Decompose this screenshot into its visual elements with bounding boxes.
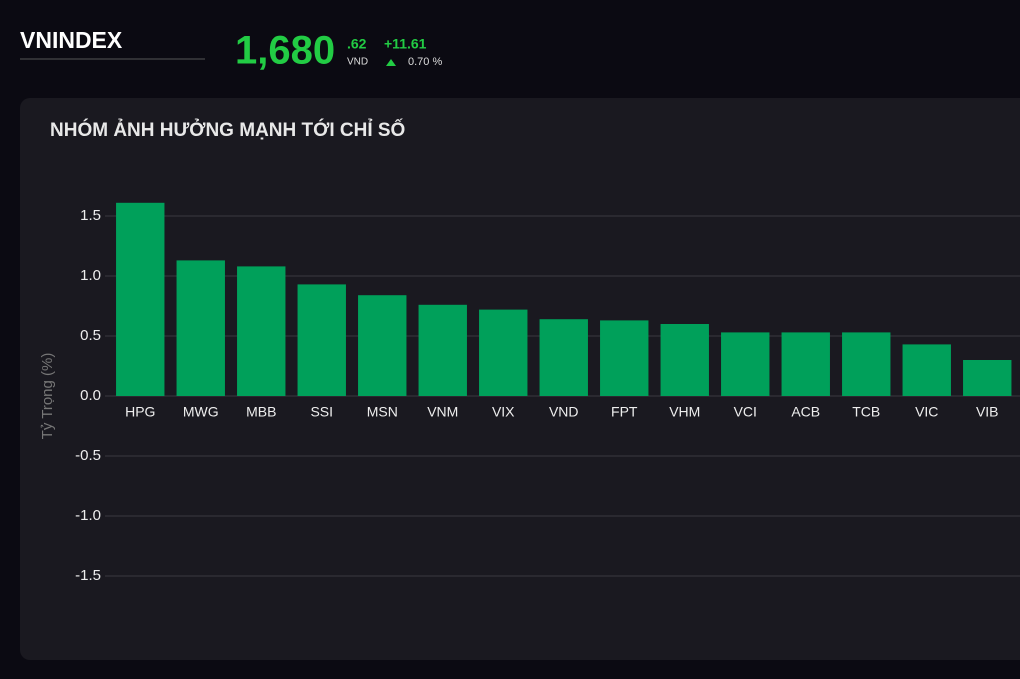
bar bbox=[721, 332, 770, 396]
x-tick-label: VCI bbox=[734, 404, 757, 420]
y-tick-label: 0.0 bbox=[80, 387, 101, 404]
bar bbox=[176, 260, 225, 396]
y-tick-label: 1.0 bbox=[80, 267, 101, 284]
change-percent: 0.70 % bbox=[408, 56, 442, 68]
x-tick-label: VNM bbox=[427, 404, 458, 420]
change: +11.61 bbox=[384, 36, 427, 52]
up-arrow bbox=[386, 59, 396, 66]
bar bbox=[297, 284, 346, 396]
bar bbox=[781, 332, 830, 396]
bar bbox=[539, 319, 588, 396]
y-axis-label: Tỷ Trọng (%) bbox=[39, 353, 56, 440]
bar bbox=[479, 309, 528, 396]
x-tick-label: VIX bbox=[492, 404, 515, 420]
x-tick-label: MBB bbox=[246, 404, 276, 420]
x-tick-label: MSN bbox=[367, 404, 398, 420]
y-tick-label: -0.5 bbox=[75, 447, 101, 464]
y-tick-label: 1.5 bbox=[80, 207, 101, 224]
x-tick-label: ACB bbox=[791, 404, 820, 420]
bar bbox=[600, 320, 649, 396]
bar bbox=[418, 304, 467, 396]
x-tick-label: HPG bbox=[125, 404, 155, 420]
bar bbox=[237, 266, 286, 396]
x-tick-label: VIB bbox=[976, 404, 999, 420]
currency: VND bbox=[347, 57, 368, 68]
bar bbox=[963, 360, 1012, 396]
x-tick-label: VHM bbox=[669, 404, 700, 420]
bar bbox=[358, 295, 407, 396]
price-main: 1,680 bbox=[235, 29, 335, 73]
bar bbox=[842, 332, 891, 396]
bar bbox=[116, 202, 165, 396]
price-decimal: .62 bbox=[347, 36, 367, 52]
x-tick-label: MWG bbox=[183, 404, 219, 420]
x-tick-label: VIC bbox=[915, 404, 938, 420]
x-tick-label: FPT bbox=[611, 404, 638, 420]
y-tick-label: -1.5 bbox=[75, 567, 101, 584]
bar bbox=[660, 324, 709, 396]
x-tick-label: VND bbox=[549, 404, 579, 420]
y-tick-label: -1.0 bbox=[75, 507, 101, 524]
bar bbox=[902, 344, 951, 396]
index-name: VNINDEX bbox=[20, 27, 123, 53]
x-tick-label: TCB bbox=[852, 404, 880, 420]
y-tick-label: 0.5 bbox=[80, 327, 101, 344]
chart-title: NHÓM ẢNH HƯỞNG MẠNH TỚI CHỈ SỐ bbox=[50, 119, 405, 141]
x-tick-label: SSI bbox=[310, 404, 333, 420]
